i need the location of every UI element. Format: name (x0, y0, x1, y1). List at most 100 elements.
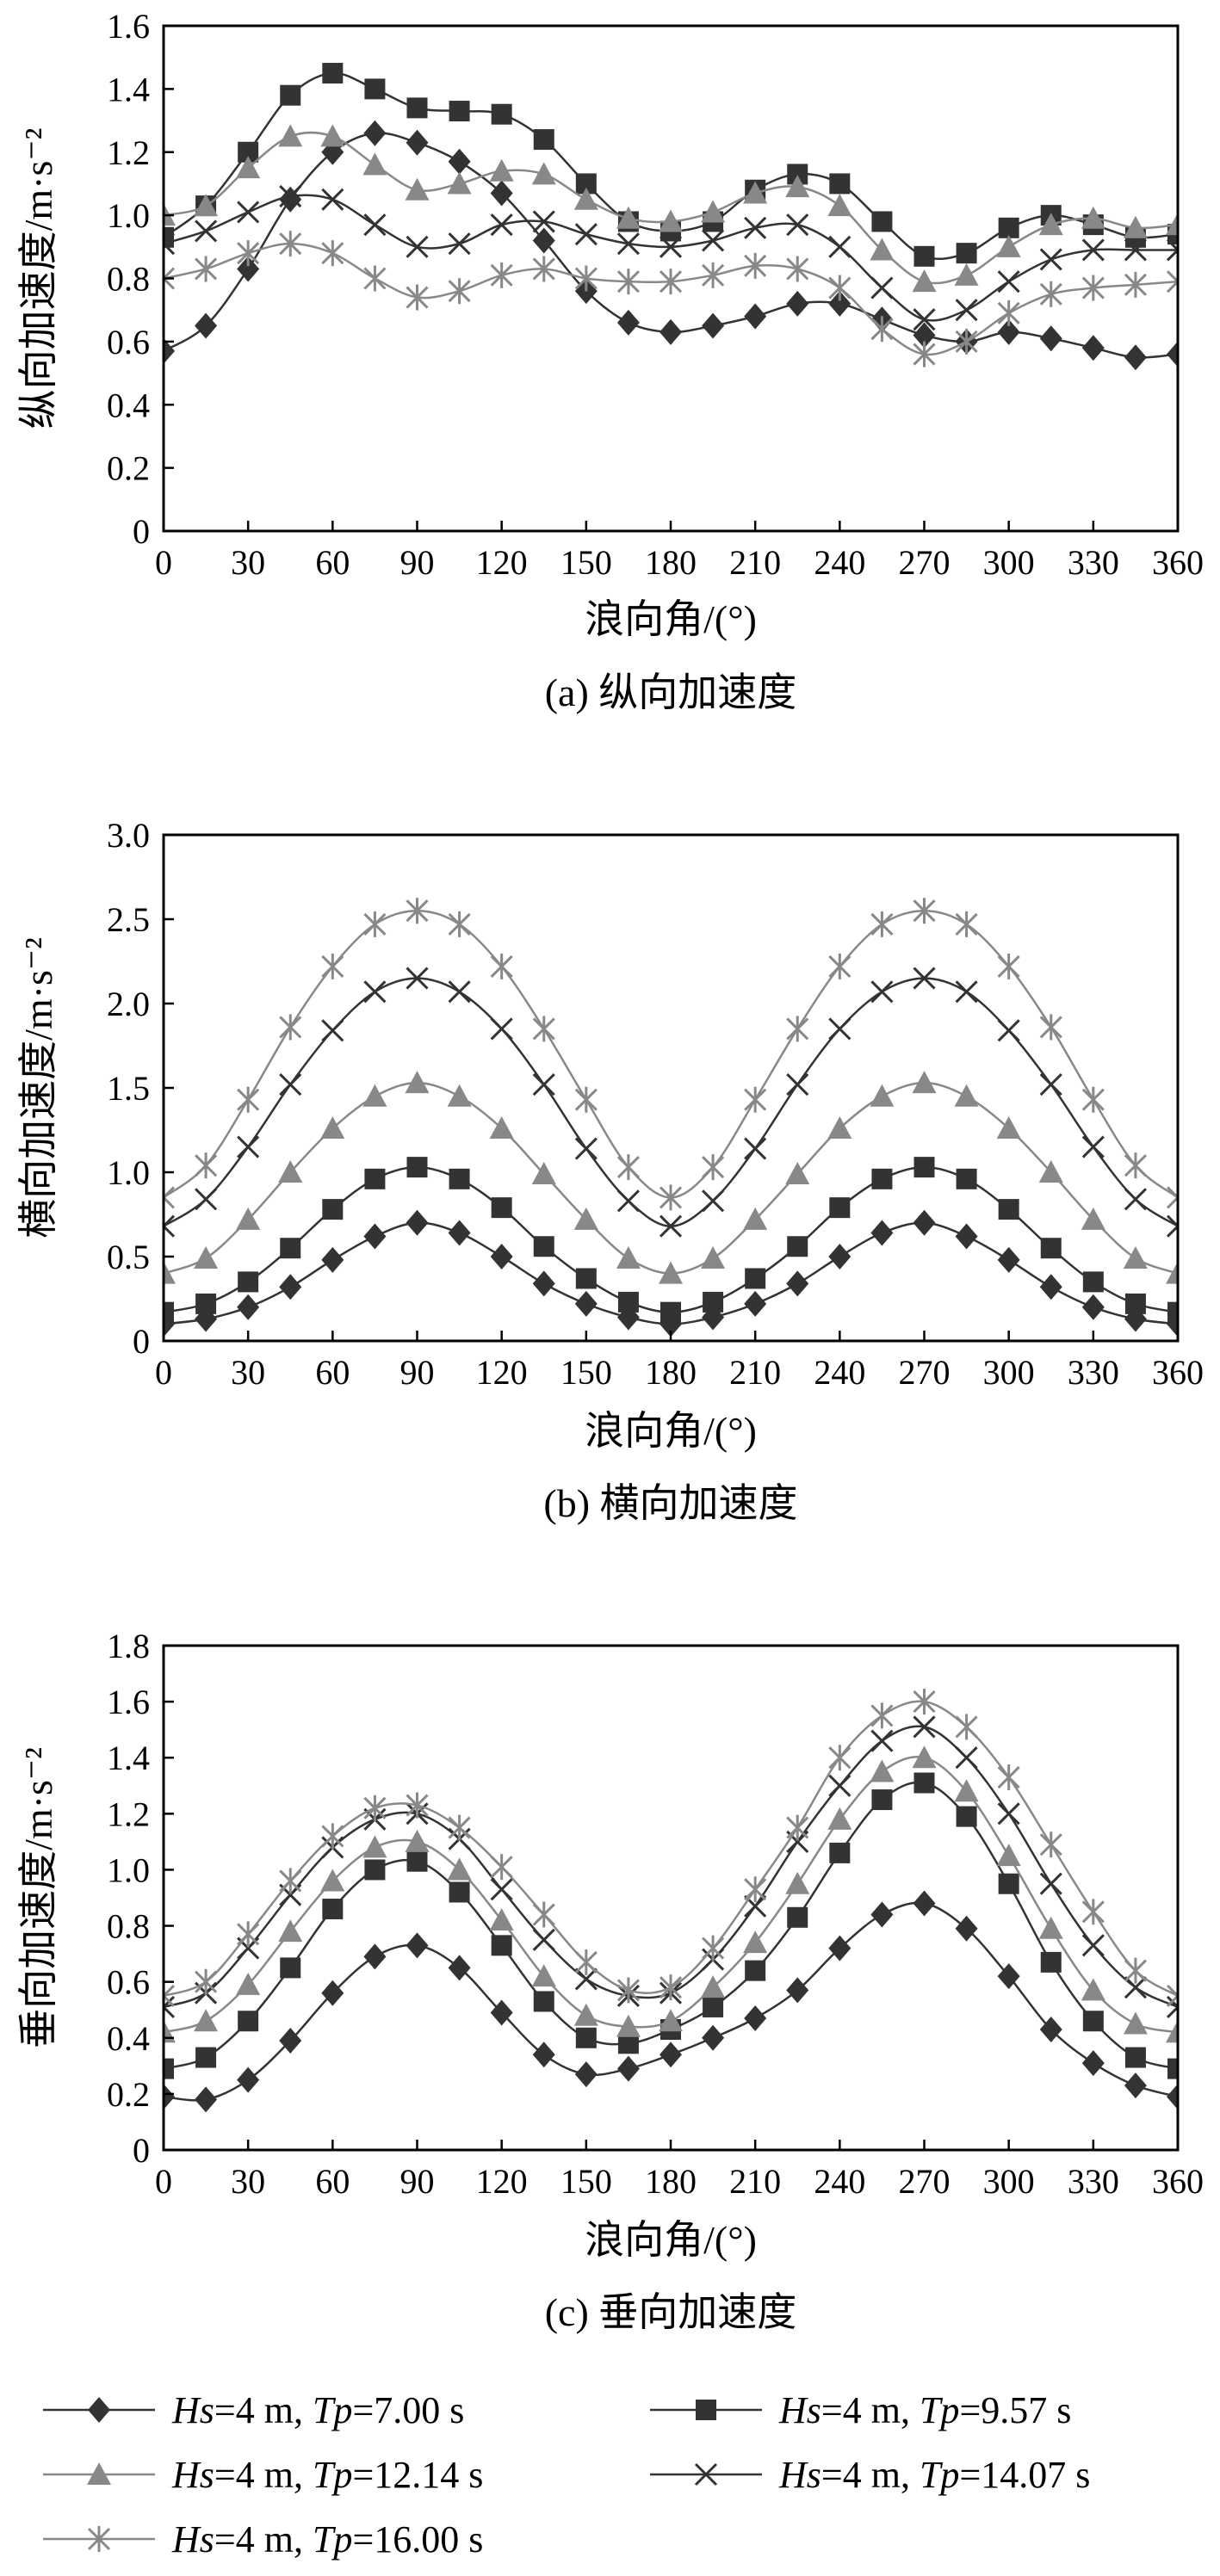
data-point (1039, 1872, 1062, 1895)
data-point (913, 1157, 935, 1178)
data-point (870, 1901, 894, 1928)
data-point (1081, 206, 1105, 229)
plot-area (164, 898, 1178, 1337)
series-0 (164, 1890, 1178, 2113)
data-point (997, 1764, 1020, 1791)
data-point (955, 299, 978, 322)
data-point (913, 308, 936, 331)
data-point (786, 256, 809, 282)
y-tick-label: 1.4 (107, 1739, 150, 1777)
series-line (164, 1700, 1178, 1998)
data-point (1123, 2011, 1148, 2035)
data-point (1124, 1976, 1147, 1999)
data-point (1081, 275, 1105, 301)
data-point (321, 188, 344, 211)
legend-label: Hs=4 m, Tp=14.07 s (778, 2454, 1090, 2496)
data-point (659, 209, 683, 232)
x-tick-label: 270 (899, 1353, 951, 1392)
data-point (574, 223, 598, 246)
data-point (533, 1236, 554, 1257)
data-point (1124, 271, 1147, 298)
data-point (532, 1016, 555, 1042)
x-tick-label: 240 (814, 2162, 865, 2201)
data-point (236, 1972, 261, 1995)
data-point (1038, 1916, 1063, 1939)
data-point (279, 1014, 302, 1041)
data-point (322, 1899, 344, 1920)
data-point (489, 1908, 514, 1931)
x-tick-label: 0 (155, 1353, 172, 1392)
data-point (321, 953, 344, 979)
data-point (279, 1868, 302, 1894)
chart-caption: (a) 纵向加速度 (545, 670, 797, 714)
data-point (531, 1964, 556, 1987)
data-point (702, 262, 725, 288)
x-tick-label: 180 (645, 543, 697, 582)
data-point (913, 1772, 935, 1794)
data-point (322, 63, 344, 84)
data-point (490, 180, 513, 207)
data-point (363, 265, 387, 292)
chart-caption: (c) 垂向加速度 (545, 2290, 797, 2334)
data-point (617, 1291, 639, 1313)
data-point (364, 1859, 386, 1881)
data-point (786, 1270, 809, 1297)
data-point (237, 240, 260, 267)
data-point (573, 1207, 598, 1230)
x-axis-label: 浪向角/(°) (585, 597, 757, 641)
data-point (237, 256, 260, 282)
x-tick-label: 300 (983, 1353, 1035, 1392)
data-point (616, 2055, 640, 2082)
data-point (870, 911, 894, 937)
data-point (744, 1290, 767, 1317)
data-point (956, 243, 977, 264)
data-point (913, 898, 936, 924)
data-point (744, 1876, 767, 1903)
data-point (912, 1071, 937, 1094)
y-tick-label: 1.0 (107, 1153, 150, 1192)
data-point (574, 1137, 598, 1160)
data-point (1081, 335, 1105, 361)
data-point (870, 1702, 894, 1729)
data-point (1081, 2050, 1105, 2077)
data-point (701, 1975, 726, 1998)
data-point (363, 1795, 387, 1821)
series-2 (164, 1071, 1178, 1284)
series-1 (164, 63, 1178, 267)
data-point (997, 1963, 1020, 1990)
data-point (574, 1949, 598, 1975)
data-point (1166, 1995, 1178, 2019)
data-point (363, 911, 387, 937)
data-point (532, 1928, 555, 1951)
data-point (827, 194, 852, 217)
data-point (1166, 1214, 1178, 1238)
data-point (659, 2009, 683, 2032)
data-point (406, 967, 429, 990)
series-1 (164, 1772, 1178, 2079)
data-point (997, 318, 1020, 345)
x-tick-label: 30 (231, 2162, 265, 2201)
x-tick-label: 90 (400, 2162, 435, 2201)
data-point (616, 269, 640, 295)
y-tick-label: 0.8 (107, 260, 150, 299)
data-point (406, 1157, 428, 1178)
data-point (1124, 1152, 1147, 1179)
data-point (532, 1073, 555, 1096)
data-point (238, 1271, 259, 1293)
x-tick-label: 270 (899, 2162, 951, 2201)
data-point (912, 269, 937, 293)
y-tick-label: 1.0 (107, 1850, 150, 1889)
data-point (278, 1919, 303, 1943)
chart-lateral-acceleration: 0 30 60 90 120 150 180 210 240 270 300 330 360 0 0.5 1.… (16, 816, 1204, 1525)
data-point (913, 1890, 936, 1917)
y-tick-label: 1.2 (107, 133, 150, 172)
x-tick-label: 90 (400, 1353, 435, 1392)
x-tick-label: 60 (315, 2162, 350, 2201)
data-point (744, 303, 767, 330)
data-point (1124, 1957, 1147, 1984)
data-point (164, 1301, 174, 1323)
data-point (449, 1881, 470, 1903)
data-point (1166, 1982, 1178, 2009)
data-point (1038, 213, 1063, 236)
data-point (532, 227, 555, 254)
